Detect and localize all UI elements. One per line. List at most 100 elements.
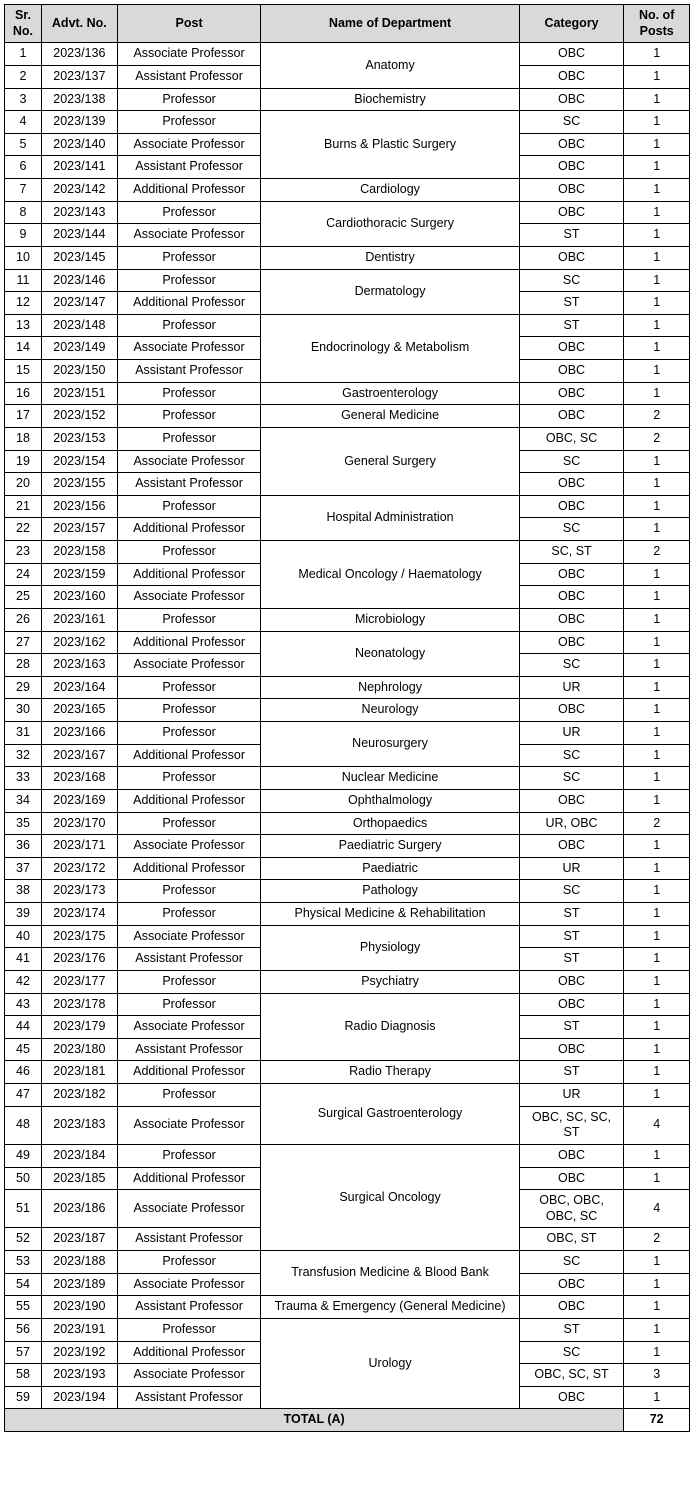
cell-advt: 2023/170 [41, 812, 117, 835]
cell-num: 1 [624, 970, 690, 993]
cell-num: 1 [624, 1144, 690, 1167]
cell-cat: OBC [519, 563, 624, 586]
cell-dept: Nuclear Medicine [261, 767, 519, 790]
cell-cat: OBC [519, 405, 624, 428]
col-post: Post [117, 5, 261, 43]
table-row: 432023/178ProfessorRadio DiagnosisOBC1 [5, 993, 690, 1016]
cell-post: Additional Professor [117, 744, 261, 767]
cell-advt: 2023/179 [41, 1016, 117, 1039]
cell-advt: 2023/158 [41, 541, 117, 564]
cell-post: Associate Professor [117, 224, 261, 247]
cell-sr: 38 [5, 880, 42, 903]
cell-post: Professor [117, 767, 261, 790]
cell-sr: 59 [5, 1386, 42, 1409]
cell-post: Additional Professor [117, 631, 261, 654]
cell-post: Assistant Professor [117, 65, 261, 88]
table-row: 492023/184ProfessorSurgical OncologyOBC1 [5, 1144, 690, 1167]
cell-dept: Gastroenterology [261, 382, 519, 405]
cell-post: Associate Professor [117, 1190, 261, 1228]
cell-sr: 42 [5, 970, 42, 993]
cell-advt: 2023/166 [41, 722, 117, 745]
cell-post: Professor [117, 1144, 261, 1167]
cell-advt: 2023/149 [41, 337, 117, 360]
cell-post: Associate Professor [117, 450, 261, 473]
cell-num: 1 [624, 1273, 690, 1296]
cell-sr: 50 [5, 1167, 42, 1190]
cell-dept: Physiology [261, 925, 519, 970]
cell-advt: 2023/153 [41, 427, 117, 450]
cell-advt: 2023/161 [41, 608, 117, 631]
cell-num: 1 [624, 269, 690, 292]
cell-advt: 2023/157 [41, 518, 117, 541]
cell-dept: Neurosurgery [261, 722, 519, 767]
cell-advt: 2023/176 [41, 948, 117, 971]
cell-advt: 2023/171 [41, 835, 117, 858]
cell-post: Professor [117, 880, 261, 903]
cell-post: Associate Professor [117, 835, 261, 858]
cell-cat: OBC [519, 179, 624, 202]
cell-cat: OBC [519, 495, 624, 518]
cell-sr: 43 [5, 993, 42, 1016]
cell-cat: UR, OBC [519, 812, 624, 835]
cell-cat: OBC [519, 360, 624, 383]
cell-num: 1 [624, 993, 690, 1016]
cell-cat: UR [519, 857, 624, 880]
cell-dept: Orthopaedics [261, 812, 519, 835]
cell-post: Associate Professor [117, 337, 261, 360]
table-row: 462023/181Additional ProfessorRadio Ther… [5, 1061, 690, 1084]
cell-cat: OBC [519, 88, 624, 111]
cell-post: Professor [117, 427, 261, 450]
cell-dept: Endocrinology & Metabolism [261, 314, 519, 382]
cell-sr: 36 [5, 835, 42, 858]
cell-cat: OBC, SC, ST [519, 1364, 624, 1387]
cell-cat: SC [519, 767, 624, 790]
cell-advt: 2023/144 [41, 224, 117, 247]
cell-cat: SC [519, 450, 624, 473]
cell-cat: ST [519, 314, 624, 337]
cell-sr: 7 [5, 179, 42, 202]
cell-dept: Surgical Oncology [261, 1144, 519, 1250]
cell-sr: 34 [5, 789, 42, 812]
cell-num: 1 [624, 450, 690, 473]
cell-dept: Radio Therapy [261, 1061, 519, 1084]
cell-num: 1 [624, 1167, 690, 1190]
cell-dept: Radio Diagnosis [261, 993, 519, 1061]
cell-sr: 51 [5, 1190, 42, 1228]
table-row: 162023/151ProfessorGastroenterologyOBC1 [5, 382, 690, 405]
cell-cat: OBC [519, 1386, 624, 1409]
cell-cat: OBC [519, 156, 624, 179]
table-row: 292023/164ProfessorNephrologyUR1 [5, 676, 690, 699]
cell-sr: 53 [5, 1251, 42, 1274]
cell-num: 1 [624, 43, 690, 66]
cell-num: 1 [624, 360, 690, 383]
cell-sr: 25 [5, 586, 42, 609]
cell-cat: OBC [519, 382, 624, 405]
cell-advt: 2023/174 [41, 903, 117, 926]
cell-num: 1 [624, 65, 690, 88]
cell-advt: 2023/160 [41, 586, 117, 609]
cell-post: Associate Professor [117, 1016, 261, 1039]
cell-post: Additional Professor [117, 1341, 261, 1364]
cell-post: Assistant Professor [117, 156, 261, 179]
cell-advt: 2023/183 [41, 1106, 117, 1144]
cell-num: 1 [624, 654, 690, 677]
cell-dept: Neonatology [261, 631, 519, 676]
cell-cat: OBC [519, 631, 624, 654]
cell-advt: 2023/193 [41, 1364, 117, 1387]
cell-advt: 2023/169 [41, 789, 117, 812]
cell-num: 1 [624, 767, 690, 790]
cell-sr: 22 [5, 518, 42, 541]
cell-sr: 9 [5, 224, 42, 247]
cell-sr: 31 [5, 722, 42, 745]
cell-sr: 32 [5, 744, 42, 767]
cell-sr: 55 [5, 1296, 42, 1319]
cell-post: Professor [117, 495, 261, 518]
cell-cat: SC [519, 1251, 624, 1274]
cell-sr: 46 [5, 1061, 42, 1084]
cell-dept: Surgical Gastroenterology [261, 1084, 519, 1145]
cell-cat: ST [519, 925, 624, 948]
cell-num: 1 [624, 156, 690, 179]
cell-post: Professor [117, 269, 261, 292]
table-row: 172023/152ProfessorGeneral MedicineOBC2 [5, 405, 690, 428]
cell-cat: OBC [519, 65, 624, 88]
